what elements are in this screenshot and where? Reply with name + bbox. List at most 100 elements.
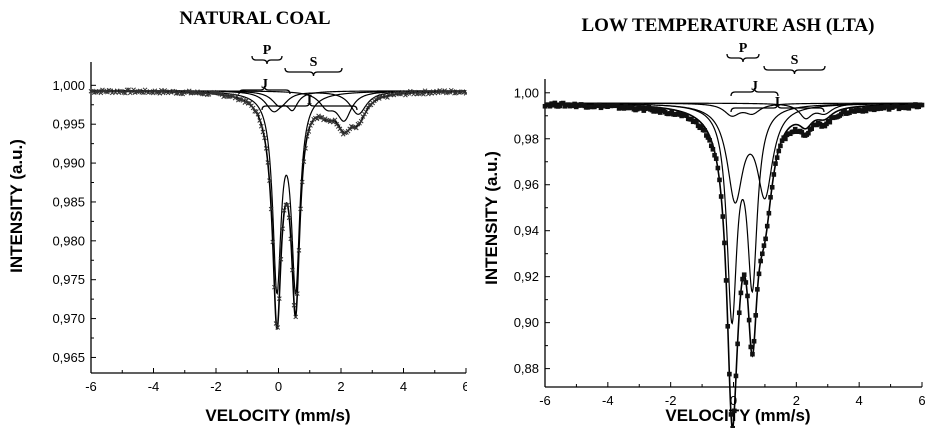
component-bracket	[238, 85, 291, 95]
data-point	[283, 202, 289, 208]
data-point	[710, 146, 716, 152]
component-bracket	[251, 55, 283, 65]
x-tick-label: 0	[275, 379, 282, 394]
data-point	[572, 101, 577, 107]
data-point	[597, 102, 602, 108]
data-point	[414, 91, 420, 97]
data-point	[273, 321, 279, 326]
data-point	[173, 91, 179, 96]
data-point	[809, 126, 814, 131]
data-point	[763, 236, 768, 242]
data-point	[123, 90, 128, 96]
data-point	[294, 291, 300, 296]
data-point	[827, 119, 833, 125]
x-tick-label: 6	[462, 379, 467, 394]
data-point	[885, 104, 890, 109]
data-point	[309, 120, 315, 126]
data-point	[547, 103, 553, 109]
data-point	[743, 280, 749, 285]
data-point	[275, 325, 281, 330]
data-point	[712, 152, 717, 158]
data-point	[694, 119, 699, 125]
data-point	[778, 143, 783, 149]
x-tick-label: 4	[400, 379, 407, 394]
data-point	[281, 208, 287, 213]
data-point	[745, 293, 750, 299]
data-point	[552, 100, 558, 106]
data-point	[906, 106, 912, 111]
x-tick-label: 0	[730, 393, 737, 408]
data-point	[639, 105, 645, 110]
y-tick-label: 0,995	[52, 117, 85, 132]
data-point	[750, 351, 755, 357]
component-label-i: I	[775, 95, 780, 110]
data-point	[317, 115, 323, 120]
data-point	[363, 109, 369, 115]
data-point	[746, 317, 752, 323]
y-tick-label: 0,90	[514, 315, 539, 330]
data-point	[755, 287, 760, 292]
data-point	[88, 88, 94, 94]
data-point	[751, 338, 757, 344]
data-point	[260, 129, 266, 135]
data-point	[358, 118, 364, 124]
data-point	[131, 87, 136, 93]
data-point	[360, 114, 366, 119]
data-point	[689, 117, 694, 122]
data-point	[651, 109, 656, 114]
data-point	[267, 178, 272, 183]
data-point	[766, 210, 772, 216]
data-point	[725, 323, 731, 329]
data-point	[442, 88, 448, 94]
data-point	[842, 108, 847, 114]
data-point	[776, 148, 782, 154]
data-point	[367, 102, 372, 108]
data-point	[764, 223, 770, 229]
data-point	[560, 100, 566, 106]
data-point	[656, 106, 661, 112]
component-label-p: P	[739, 41, 748, 56]
data-point	[98, 90, 104, 96]
data-point	[298, 206, 303, 212]
data-point	[699, 124, 704, 129]
y-tick-label: 0,94	[514, 223, 539, 238]
data-point	[347, 126, 353, 132]
data-point	[730, 425, 735, 428]
data-point	[350, 124, 356, 130]
component-label-j: J	[261, 77, 268, 92]
component-bracket	[284, 67, 343, 77]
data-point	[806, 130, 811, 136]
data-point	[733, 373, 739, 379]
data-point	[732, 408, 737, 414]
plot-area: -6 -4 -2 0 2 4 6 0,88 0,90 0,92 0,94 0,96 0,98 1,00 P S…	[514, 41, 926, 428]
data-point	[154, 89, 159, 95]
component-bracket	[726, 53, 760, 63]
data-point	[186, 88, 192, 94]
fit-envelope-curve	[544, 103, 923, 428]
data-point	[621, 106, 627, 111]
data-point	[779, 138, 785, 143]
subspectrum-curve-i	[545, 102, 922, 204]
y-tick-label: 0,965	[52, 350, 85, 365]
data-point	[314, 116, 320, 122]
component-bracket	[730, 87, 779, 97]
data-point	[783, 136, 788, 142]
data-point	[738, 290, 744, 296]
chart-natural-coal: NATURAL COAL VELOCITY (mm/s) INTENSITY (…	[7, 8, 467, 425]
data-point	[263, 146, 269, 151]
data-point	[376, 96, 382, 101]
data-point	[257, 118, 263, 123]
data-point	[715, 165, 721, 171]
data-point	[280, 226, 285, 232]
y-tick-label: 0,990	[52, 156, 85, 171]
data-point	[303, 146, 308, 151]
data-point	[669, 109, 675, 114]
data-point	[191, 90, 197, 96]
data-point	[286, 215, 292, 221]
data-point	[771, 172, 777, 177]
data-point	[278, 256, 284, 262]
chart-low-temperature-ash: LOW TEMPERATURE ASH (LTA) VELOCITY (mm/s…	[467, 0, 934, 428]
data-point	[276, 296, 282, 302]
data-point	[95, 89, 100, 94]
data-point	[758, 258, 763, 264]
